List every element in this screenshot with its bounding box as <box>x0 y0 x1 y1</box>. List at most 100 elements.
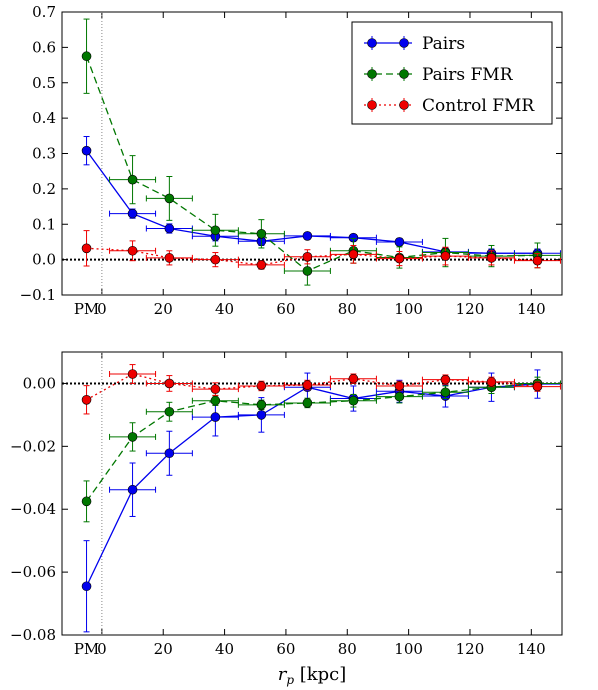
x-tick-label: 40 <box>215 300 234 318</box>
series-line <box>86 382 538 502</box>
series-pairs-fmr <box>81 376 561 523</box>
series-pairs <box>81 136 561 259</box>
legend-box <box>351 21 553 125</box>
data-point <box>302 380 313 390</box>
x-tick-label: 20 <box>154 640 173 658</box>
data-point <box>440 251 451 261</box>
bottom-panel-chart: −0.08 −0.06 −0.04 −0.02 0.00 PM0 20 40 60 80 100 12… <box>10 351 563 658</box>
series-control-fmr <box>81 230 561 270</box>
data-point <box>348 395 359 406</box>
data-point <box>440 387 451 398</box>
x-tick-label: 120 <box>456 300 485 318</box>
y-tick-label: 0.7 <box>32 3 56 21</box>
data-point <box>210 395 221 406</box>
series-line <box>86 247 538 266</box>
data-point <box>210 254 221 265</box>
data-point <box>394 237 405 247</box>
x-tick-label: 120 <box>456 640 485 658</box>
data-point <box>164 193 175 204</box>
data-point <box>81 243 92 254</box>
legend-marker <box>367 38 377 48</box>
data-point <box>440 374 451 385</box>
legend-marker <box>399 69 409 79</box>
x-tick-label: 140 <box>517 300 546 318</box>
y-tick-label: 0.4 <box>32 109 56 127</box>
x-tick-label: 60 <box>276 640 295 658</box>
plot-frame <box>61 351 563 636</box>
data-point <box>394 391 405 402</box>
data-point <box>256 229 267 239</box>
legend-entry: Control FMR <box>364 96 535 116</box>
y-tick-label: −0.06 <box>10 563 56 581</box>
series-control-fmr <box>81 364 561 415</box>
data-point <box>164 378 175 389</box>
data-point <box>394 381 405 391</box>
data-point <box>210 412 221 422</box>
data-point <box>164 406 175 417</box>
data-point <box>348 373 359 384</box>
data-point <box>127 432 138 442</box>
x-tick-label: 100 <box>394 300 423 318</box>
data-point <box>302 266 313 276</box>
data-point <box>164 223 175 234</box>
data-point <box>348 249 359 260</box>
legend-marker <box>367 69 377 79</box>
legend-label: Pairs <box>422 34 465 54</box>
data-point <box>127 174 138 185</box>
x-tick-label: 100 <box>394 640 423 658</box>
data-point <box>81 581 92 592</box>
legend-marker <box>399 38 409 48</box>
legend-entry: Pairs <box>364 34 465 54</box>
data-point <box>127 208 138 219</box>
x-tick-label: PM <box>74 300 99 318</box>
data-point <box>210 225 221 236</box>
data-point <box>81 145 92 156</box>
data-point <box>256 381 267 391</box>
legend-marker <box>367 100 377 110</box>
legend: Pairs Pairs FMR Control FMR <box>351 21 553 125</box>
x-tick-label: PM <box>74 640 99 658</box>
x-tick-label: 60 <box>276 300 295 318</box>
series-pairs <box>81 369 561 633</box>
data-point <box>210 384 221 394</box>
y-tick-label: 0.00 <box>23 374 56 392</box>
data-point <box>127 245 138 256</box>
x-tick-label: 20 <box>154 300 173 318</box>
data-point <box>486 377 497 387</box>
y-tick-label: 0.0 <box>32 251 56 269</box>
data-point <box>256 400 267 410</box>
data-point <box>302 398 313 408</box>
data-point <box>81 394 92 405</box>
data-point <box>532 255 543 266</box>
series-line <box>85 383 538 587</box>
x-tick-label: 80 <box>338 640 357 658</box>
y-tick-label: −0.08 <box>10 626 56 644</box>
data-point <box>256 410 267 420</box>
data-point <box>81 496 92 507</box>
x-tick-label: 140 <box>517 640 546 658</box>
y-tick-label: 0.1 <box>32 215 56 233</box>
data-point <box>127 484 138 495</box>
y-tick-label: −0.04 <box>10 500 56 518</box>
x-tick-label: 40 <box>215 640 234 658</box>
legend-marker <box>399 100 409 110</box>
y-tick-label: 0.2 <box>32 180 56 198</box>
x-tick-label: 0 <box>97 300 107 318</box>
y-tick-label: −0.02 <box>10 437 56 455</box>
data-point <box>302 251 313 262</box>
y-tick-label: 0.6 <box>32 38 56 56</box>
data-point <box>127 369 138 379</box>
y-tick-label: 0.5 <box>32 74 56 92</box>
data-point <box>394 253 405 264</box>
data-point <box>486 253 497 263</box>
data-point <box>164 253 175 263</box>
legend-label: Control FMR <box>422 96 535 116</box>
y-tick-label: 0.3 <box>32 145 56 163</box>
legend-label: Pairs FMR <box>422 65 514 85</box>
data-point <box>164 448 175 459</box>
x-tick-label: 80 <box>338 300 357 318</box>
x-axis-label: rp [kpc] <box>278 664 347 687</box>
data-point <box>256 260 267 270</box>
y-tick-label: −0.1 <box>20 286 56 304</box>
